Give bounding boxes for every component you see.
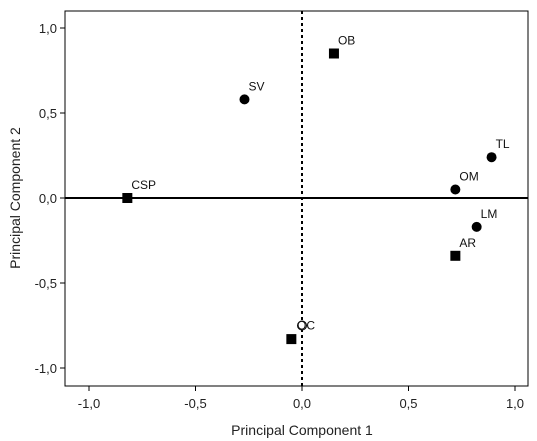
point-marker-circle [471,221,482,232]
point-marker-square [328,48,339,59]
y-tick-label: 0,5 [39,106,57,121]
y-tick-label: 0,0 [39,191,57,206]
point-marker-circle [486,152,497,163]
point-label: AR [459,236,476,250]
point-label: TL [496,137,510,151]
point-marker-circle [450,184,461,195]
axes-layer: -1,0 -0,5 0,0 0,5 1,0 -1,0 -0,5 0,0 0,5 1,0 [35,21,524,411]
y-tick-label: 1,0 [39,21,57,36]
x-tick-label: 0,0 [293,396,311,411]
point-label: OM [459,170,478,184]
x-axis-title: Principal Component 1 [231,422,373,438]
point-marker-square [122,193,133,203]
x-tick-label: -1,0 [78,396,100,411]
point-label: OB [338,34,355,48]
point-label: LM [481,207,498,221]
points-layer: OB SV TL OM CSP LM AR OC [122,34,510,345]
point-marker-open-circle [297,320,307,331]
point-marker-square [286,334,297,345]
y-tick-label: -1,0 [35,361,57,376]
point-marker-circle [239,94,250,105]
point-label: SV [248,79,264,93]
x-tick-label: 0,5 [399,396,417,411]
x-tick-label: -0,5 [184,396,206,411]
x-tick-label: 1,0 [506,396,524,411]
y-axis-title: Principal Component 2 [7,127,23,269]
point-marker-square [450,250,461,261]
y-tick-label: -0,5 [35,276,57,291]
point-label: OC [297,319,315,333]
point-label: CSP [131,178,156,192]
